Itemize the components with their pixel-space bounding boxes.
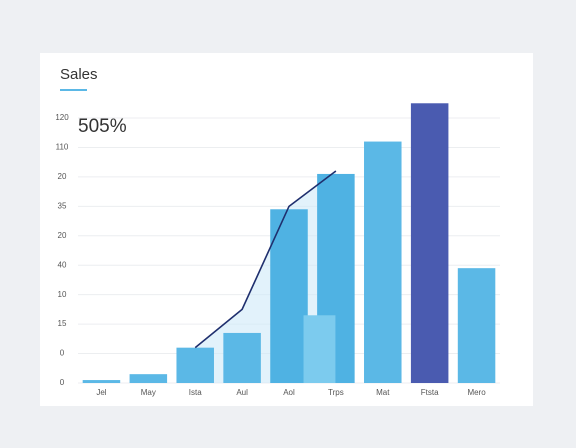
x-tick-label: Mat [376,388,390,397]
chart-title: Sales [60,66,98,83]
y-tick-label: 20 [58,231,67,240]
bar [129,374,168,383]
y-tick-label: 20 [58,172,67,181]
y-tick-label: 0 [60,349,65,358]
bar [270,209,308,383]
x-tick-label: Ftsta [421,388,439,397]
y-tick-label: 35 [58,201,67,210]
x-tick-label: May [141,388,156,397]
bar [410,103,449,384]
y-tick-label: 110 [56,143,69,152]
x-tick-label: Aul [236,388,248,397]
y-tick-label: 120 [55,113,69,122]
bar [364,141,402,383]
x-tick-label: Aol [283,388,295,397]
bar [82,380,121,383]
y-tick-label: 40 [58,260,67,269]
title-underline [60,89,87,91]
y-tick-label: 15 [58,319,67,328]
x-tick-label: Jel [96,388,106,397]
y-tick-label: 10 [58,290,67,299]
x-tick-label: Trps [328,388,344,397]
line [194,170,337,349]
x-tick-label: Mero [467,388,486,397]
x-tick-label: Ista [189,388,202,397]
bar [223,332,261,383]
annotation: 505% [78,116,127,137]
bar [457,268,496,383]
y-tick-label: 0 [60,378,65,387]
bar [303,315,336,383]
bar [176,347,214,383]
